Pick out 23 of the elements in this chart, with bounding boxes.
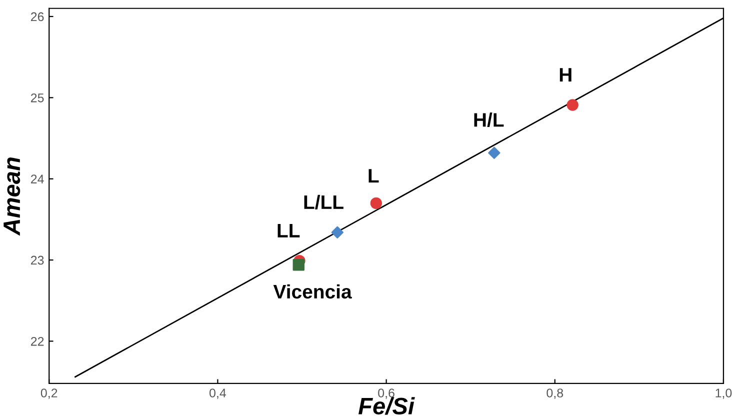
- annotation: H/L: [474, 112, 504, 127]
- y-tick-label: 25: [30, 93, 44, 102]
- point: [488, 146, 500, 159]
- x-tick-label: 0,8: [546, 388, 564, 399]
- x-tick-label: 1,0: [716, 388, 732, 399]
- point: [370, 197, 382, 210]
- x-tick-label: 0,2: [40, 388, 58, 399]
- point: [292, 259, 304, 271]
- x-tick-label: 0,4: [210, 388, 226, 399]
- annotation: LL: [278, 224, 300, 238]
- annotation: H: [560, 68, 572, 82]
- x-axis-title: Fe/Si: [358, 397, 415, 415]
- y-tick-label: 24: [30, 174, 44, 184]
- y-tick-label: 26: [30, 12, 44, 22]
- annotation: L: [368, 169, 379, 182]
- point: [566, 99, 578, 111]
- annotation: Vicencia: [273, 284, 352, 299]
- y-axis-title: Amean: [4, 158, 20, 236]
- x-tick-label: 0,6: [378, 388, 394, 399]
- annotation: L/LL: [304, 194, 344, 210]
- y-tick-label: 22: [30, 336, 44, 346]
- point: [331, 226, 344, 238]
- y-tick-label: 23: [30, 256, 44, 265]
